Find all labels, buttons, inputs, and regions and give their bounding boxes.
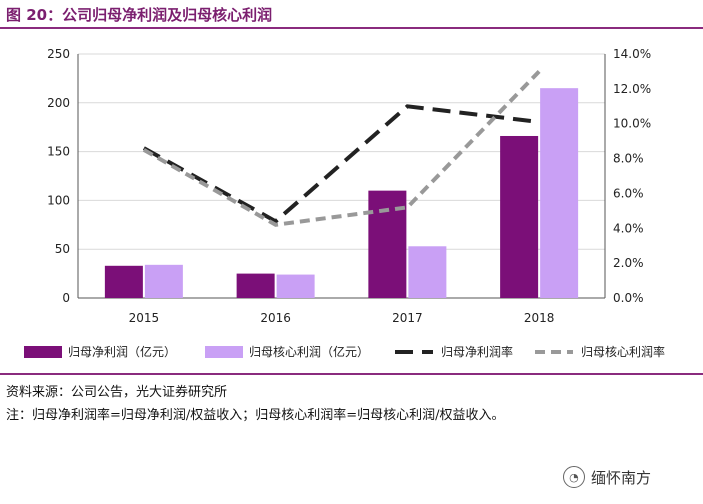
bar [236,273,275,298]
legend-label: 归母核心利润（亿元） [249,344,369,359]
y2-tick-label: 2.0% [613,256,644,270]
watermark: ◔ 缅怀南方 [562,466,651,488]
bar [540,88,579,298]
series-line [142,70,541,227]
figure-title: 图 20：公司归母净利润及归母核心利润 [6,6,273,24]
x-tick-label: 2016 [260,311,291,325]
y-tick-label: 0 [62,291,70,305]
legend-label: 归母净利润率 [441,344,513,359]
y-tick-label: 100 [47,193,70,207]
y2-tick-label: 4.0% [613,221,644,235]
y-tick-label: 250 [47,47,70,61]
legend-label: 归母核心利润率 [581,344,665,359]
x-tick-label: 2017 [392,311,423,325]
source-divider [0,373,703,375]
bar [276,274,315,298]
legend-label: 归母净利润（亿元） [68,344,176,359]
y-tick-label: 200 [47,96,70,110]
y2-tick-label: 14.0% [613,47,651,61]
legend-swatch [24,346,62,358]
x-tick-label: 2018 [524,311,555,325]
note-text: 注：归母净利润率=归母净利润/权益收入；归母核心利润率=归母核心利润/权益收入。 [6,408,505,423]
y2-tick-label: 10.0% [613,117,651,131]
y2-tick-label: 0.0% [613,291,644,305]
series-line [142,104,540,224]
y2-tick-label: 6.0% [613,186,644,200]
source-text: 资料来源：公司公告，光大证券研究所 [6,385,228,400]
bar [500,135,539,298]
bar [144,264,183,298]
wechat-icon: ◔ [562,466,585,488]
bar [408,246,447,298]
bar [104,265,143,298]
y-tick-label: 50 [55,242,70,256]
x-tick-label: 2015 [129,311,160,325]
watermark-text: 缅怀南方 [590,468,651,487]
y-tick-label: 150 [47,145,70,159]
y2-tick-label: 8.0% [613,152,644,166]
y2-tick-label: 12.0% [613,82,651,96]
legend-swatch [205,346,243,358]
title-divider [0,27,703,29]
profit-chart: 0 50 100 150 200 250 0.0% 2.0% 4.0% 6.0% 8.0% 10.0%… [24,47,665,359]
